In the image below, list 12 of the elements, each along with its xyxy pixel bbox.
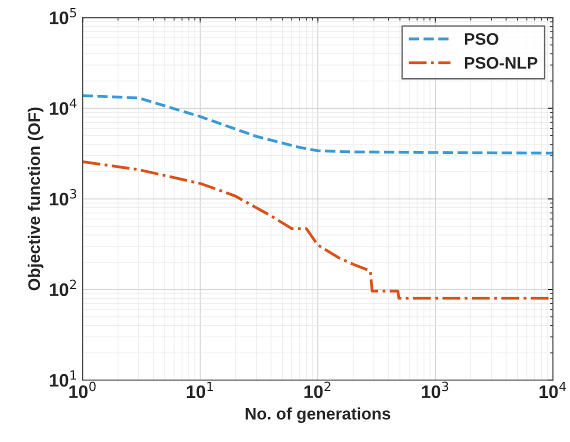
x-tick-label: 10$^{2}$ — [304, 382, 330, 398]
y-tick-label: 10$^{2}$ — [50, 280, 76, 296]
y-tick-label: 10$^{3}$ — [50, 189, 76, 206]
x-tick-label: 10$^{3}$ — [422, 382, 448, 398]
y-tick-label: 10$^{5}$ — [50, 8, 76, 24]
y-axis-title: Objective function (OF) — [28, 108, 44, 290]
x-tick-label: 10$^{1}$ — [186, 382, 213, 398]
x-axis-title: No. of generations — [246, 407, 390, 423]
y-tick-label: 10$^{4}$ — [50, 98, 76, 115]
x-tick-label: 10$^{4}$ — [540, 382, 566, 398]
legend-label: PSO — [464, 33, 498, 45]
legend-label: PSO-NLP — [464, 56, 538, 69]
